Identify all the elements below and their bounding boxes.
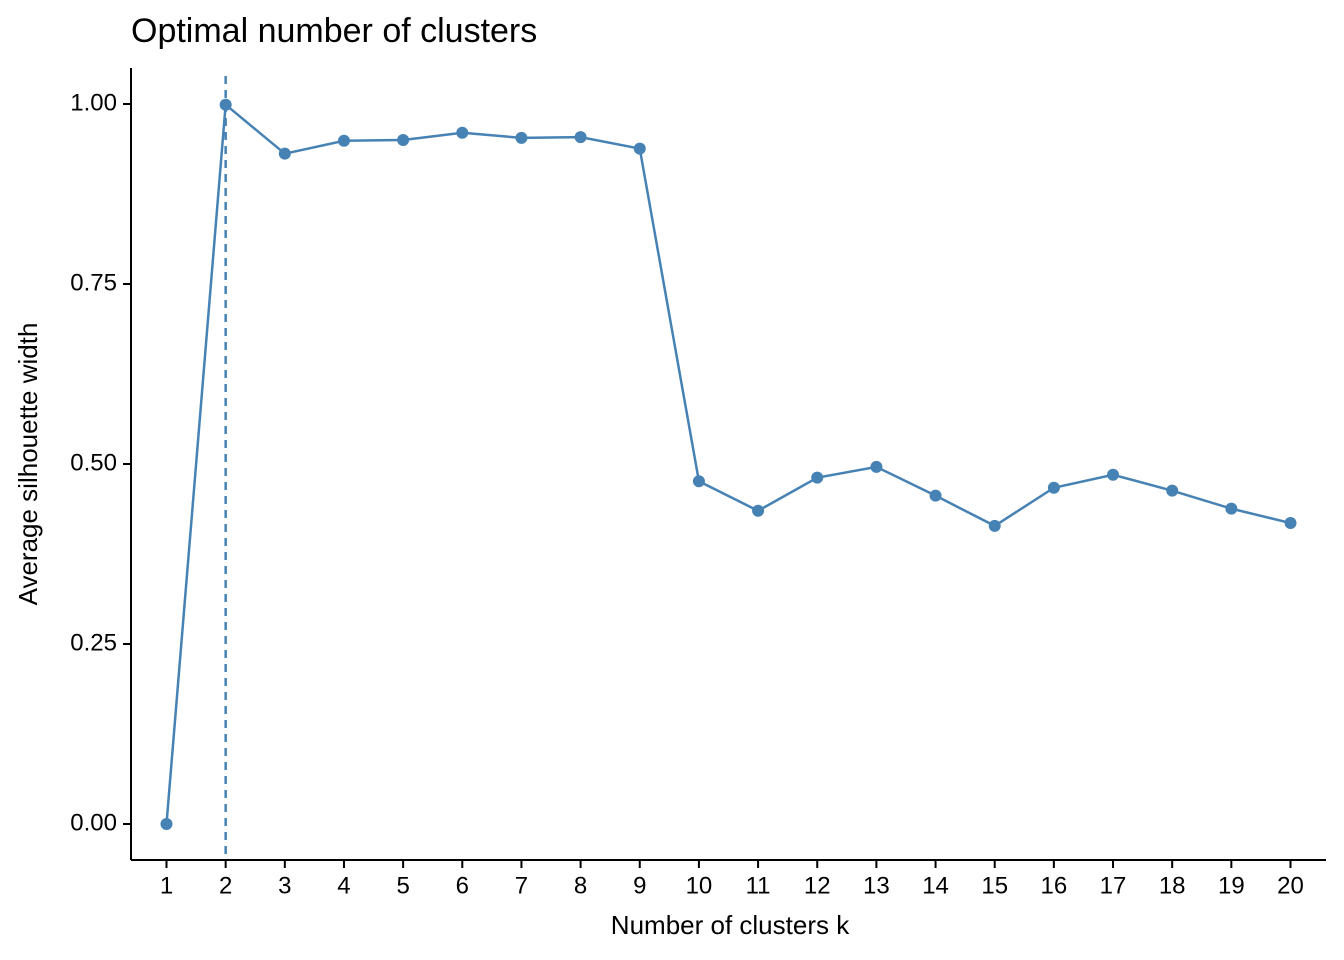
data-point: [1225, 502, 1238, 515]
x-tick-label: 14: [922, 872, 949, 899]
x-tick-label: 8: [574, 872, 587, 899]
data-point: [278, 147, 291, 160]
y-tick-label: 1.00: [70, 89, 117, 116]
x-tick-label: 19: [1218, 872, 1245, 899]
data-point: [337, 134, 350, 147]
data-line: [165, 102, 1291, 825]
data-point: [574, 131, 587, 144]
x-tick-label: 3: [278, 872, 291, 899]
x-tick-label: 2: [219, 872, 232, 899]
data-point: [811, 471, 824, 484]
data-point: [1107, 468, 1120, 481]
x-tick-label: 20: [1277, 872, 1304, 899]
x-tick-label: 17: [1100, 872, 1127, 899]
x-tick-label: 18: [1159, 872, 1186, 899]
y-tick-label: 0.75: [70, 269, 117, 296]
data-point: [1284, 517, 1297, 530]
data-point: [456, 126, 469, 139]
chart-title: Optimal number of clusters: [131, 12, 537, 50]
y-tick-label: 0.25: [70, 629, 117, 656]
x-axis-title: Number of clusters k: [611, 910, 850, 940]
data-point: [397, 134, 410, 146]
y-axis-title: Average silhouette width: [13, 323, 43, 606]
x-tick-label: 6: [456, 872, 469, 899]
data-point: [219, 98, 232, 111]
x-tick-label: 11: [746, 872, 771, 899]
x-tick-label: 5: [396, 872, 409, 899]
data-point: [633, 142, 646, 155]
data-point: [1166, 484, 1179, 497]
x-tick-label: 13: [863, 872, 890, 899]
data-point: [160, 818, 173, 830]
x-tick-label: 16: [1041, 872, 1068, 899]
data-point: [929, 489, 942, 502]
data-point: [692, 475, 705, 488]
data-point: [752, 504, 765, 517]
data-point: [988, 519, 1001, 532]
x-tick-label: 9: [633, 872, 646, 899]
y-tick-label: 0.50: [70, 449, 117, 476]
x-tick-label: 1: [160, 872, 173, 899]
x-tick-label: 4: [337, 872, 350, 899]
x-tick-label: 15: [981, 872, 1008, 899]
data-point: [870, 460, 883, 473]
data-point: [515, 131, 528, 144]
y-tick-label: 0.00: [70, 809, 117, 836]
data-point: [1047, 481, 1060, 494]
x-tick-label: 10: [686, 872, 713, 899]
x-tick-label: 12: [804, 872, 831, 899]
x-tick-label: 7: [515, 872, 528, 899]
